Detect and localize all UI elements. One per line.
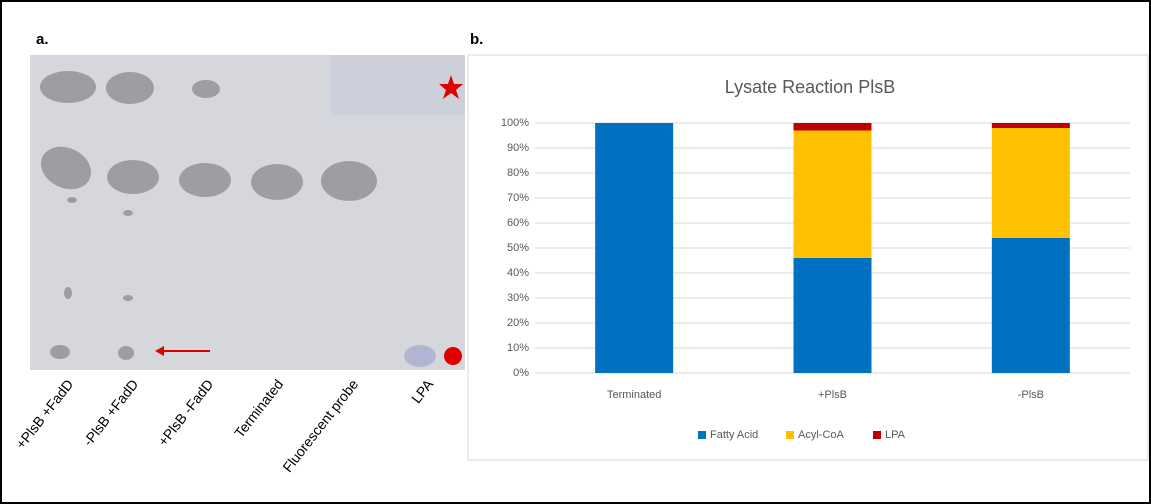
y-tick-label: 70% bbox=[507, 192, 529, 204]
y-tick-label: 80% bbox=[507, 167, 529, 179]
x-tick-label: +PlsB bbox=[818, 389, 847, 401]
panel-label: a. bbox=[36, 31, 49, 48]
bar-segment bbox=[992, 238, 1070, 373]
legend-swatch bbox=[698, 431, 706, 439]
legend-label: Acyl-CoA bbox=[798, 429, 845, 441]
y-tick-label: 30% bbox=[507, 292, 529, 304]
origin-dot bbox=[444, 347, 462, 365]
legend-swatch bbox=[873, 431, 881, 439]
bar-segment bbox=[992, 128, 1070, 238]
y-tick-label: 60% bbox=[507, 217, 529, 229]
bar-segment bbox=[794, 258, 872, 373]
figure: a. b. Lysate Reaction PlsB +PlsB +FadD-P… bbox=[0, 0, 1151, 504]
panel-label: b. bbox=[470, 31, 483, 48]
y-tick-label: 90% bbox=[507, 142, 529, 154]
x-tick-label: -PlsB bbox=[1018, 389, 1044, 401]
y-tick-label: 0% bbox=[513, 367, 529, 379]
y-tick-label: 10% bbox=[507, 342, 529, 354]
bar-segment bbox=[595, 123, 673, 373]
tlc-plate bbox=[30, 55, 465, 370]
legend-label: Fatty Acid bbox=[710, 429, 758, 441]
y-tick-label: 100% bbox=[501, 117, 529, 129]
bar-segment bbox=[992, 123, 1070, 128]
y-tick-label: 20% bbox=[507, 317, 529, 329]
legend-label: LPA bbox=[885, 429, 906, 441]
x-tick-label: Terminated bbox=[607, 389, 661, 401]
y-tick-label: 50% bbox=[507, 242, 529, 254]
bar-segment bbox=[794, 123, 872, 131]
bar-segment bbox=[794, 131, 872, 259]
y-tick-label: 40% bbox=[507, 267, 529, 279]
chart-title: Lysate Reaction PlsB bbox=[725, 77, 895, 97]
lpa-spot bbox=[404, 345, 436, 367]
legend-swatch bbox=[786, 431, 794, 439]
